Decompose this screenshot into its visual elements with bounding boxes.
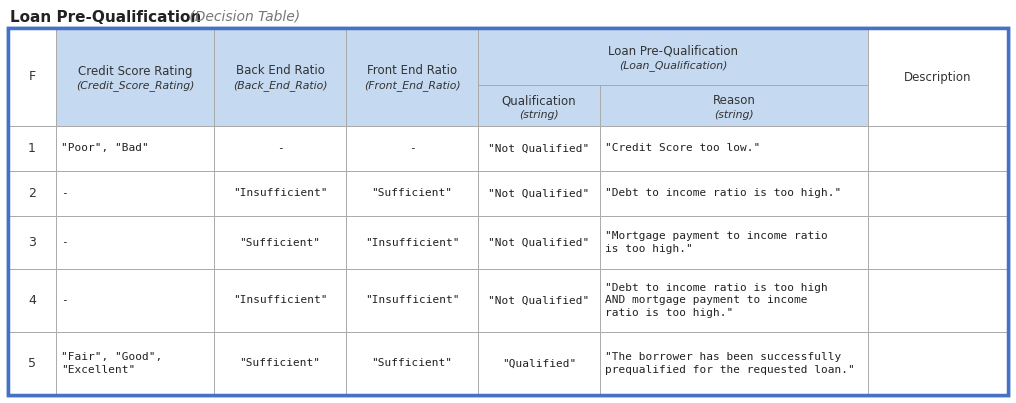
Bar xyxy=(56,126,214,171)
Text: "Debt to income ratio is too high.": "Debt to income ratio is too high." xyxy=(605,188,841,198)
Text: (Back_End_Ratio): (Back_End_Ratio) xyxy=(233,81,327,91)
Bar xyxy=(600,332,868,395)
Text: (string): (string) xyxy=(714,110,754,120)
Text: (string): (string) xyxy=(519,110,559,120)
Bar xyxy=(868,171,1008,216)
Text: "Qualified": "Qualified" xyxy=(502,358,576,368)
Bar xyxy=(8,216,56,269)
Text: 4: 4 xyxy=(28,294,36,307)
Bar xyxy=(868,332,1008,395)
Text: 1: 1 xyxy=(28,142,36,155)
Text: Qualification: Qualification xyxy=(502,94,576,107)
Bar xyxy=(478,28,868,85)
Bar xyxy=(868,269,1008,332)
Bar xyxy=(346,216,478,269)
Text: "Debt to income ratio is too high
AND mortgage payment to income
ratio is too hi: "Debt to income ratio is too high AND mo… xyxy=(605,283,828,318)
Text: F: F xyxy=(28,71,36,83)
Bar xyxy=(8,126,56,171)
Bar xyxy=(214,332,346,395)
Text: "Sufficient": "Sufficient" xyxy=(372,358,452,368)
Text: -: - xyxy=(61,295,68,305)
Bar xyxy=(56,171,214,216)
Text: "Sufficient": "Sufficient" xyxy=(240,358,320,368)
Text: "Not Qualified": "Not Qualified" xyxy=(489,295,589,305)
Bar xyxy=(214,171,346,216)
Text: Loan Pre-Qualification: Loan Pre-Qualification xyxy=(10,10,201,25)
Text: (Credit_Score_Rating): (Credit_Score_Rating) xyxy=(76,81,194,91)
Text: Reason: Reason xyxy=(712,94,756,107)
Bar xyxy=(214,28,346,126)
Bar xyxy=(214,126,346,171)
Text: "Not Qualified": "Not Qualified" xyxy=(489,238,589,247)
Bar xyxy=(56,332,214,395)
Bar xyxy=(346,269,478,332)
Bar xyxy=(56,216,214,269)
Bar xyxy=(600,126,868,171)
Text: "Not Qualified": "Not Qualified" xyxy=(489,143,589,154)
Text: 2: 2 xyxy=(28,187,36,200)
Text: (Loan_Qualification): (Loan_Qualification) xyxy=(619,60,727,71)
Bar xyxy=(478,332,600,395)
Bar xyxy=(8,171,56,216)
Text: Loan Pre-Qualification: Loan Pre-Qualification xyxy=(608,44,738,57)
Bar xyxy=(478,269,600,332)
Bar xyxy=(346,28,478,126)
Bar xyxy=(478,85,600,126)
Bar xyxy=(600,85,868,126)
Bar xyxy=(478,126,600,171)
Text: "Insufficient": "Insufficient" xyxy=(365,238,459,247)
Bar xyxy=(346,332,478,395)
Text: "Insufficient": "Insufficient" xyxy=(365,295,459,305)
Text: -: - xyxy=(408,143,416,154)
Bar xyxy=(600,216,868,269)
Text: "Mortgage payment to income ratio
is too high.": "Mortgage payment to income ratio is too… xyxy=(605,231,828,254)
Text: (Front_End_Ratio): (Front_End_Ratio) xyxy=(364,81,460,91)
Text: Front End Ratio: Front End Ratio xyxy=(367,64,457,77)
Text: "Insufficient": "Insufficient" xyxy=(233,188,327,198)
Bar xyxy=(346,171,478,216)
Text: (Decision Table): (Decision Table) xyxy=(185,10,300,24)
Text: -: - xyxy=(61,188,68,198)
Text: "Credit Score too low.": "Credit Score too low." xyxy=(605,143,760,154)
Bar xyxy=(8,28,56,126)
Bar xyxy=(478,216,600,269)
Text: 3: 3 xyxy=(28,236,36,249)
Text: "Not Qualified": "Not Qualified" xyxy=(489,188,589,198)
Bar xyxy=(478,171,600,216)
Bar xyxy=(8,269,56,332)
Text: -: - xyxy=(276,143,283,154)
Bar xyxy=(214,269,346,332)
Text: 5: 5 xyxy=(28,357,36,370)
Text: Credit Score Rating: Credit Score Rating xyxy=(78,64,192,77)
Bar xyxy=(868,126,1008,171)
Text: "Poor", "Bad": "Poor", "Bad" xyxy=(61,143,148,154)
Bar xyxy=(8,332,56,395)
Bar xyxy=(56,28,214,126)
Text: "Fair", "Good",
"Excellent": "Fair", "Good", "Excellent" xyxy=(61,352,163,375)
Bar xyxy=(346,126,478,171)
Text: Description: Description xyxy=(904,71,971,83)
Text: "Insufficient": "Insufficient" xyxy=(233,295,327,305)
Text: -: - xyxy=(61,238,68,247)
Text: "Sufficient": "Sufficient" xyxy=(240,238,320,247)
Bar xyxy=(868,28,1008,126)
Bar xyxy=(600,269,868,332)
Bar xyxy=(600,171,868,216)
Text: "Sufficient": "Sufficient" xyxy=(372,188,452,198)
Bar xyxy=(868,216,1008,269)
Bar xyxy=(214,216,346,269)
Text: "The borrower has been successfully
prequalified for the requested loan.": "The borrower has been successfully preq… xyxy=(605,352,854,375)
Bar xyxy=(56,269,214,332)
Text: Back End Ratio: Back End Ratio xyxy=(236,64,324,77)
